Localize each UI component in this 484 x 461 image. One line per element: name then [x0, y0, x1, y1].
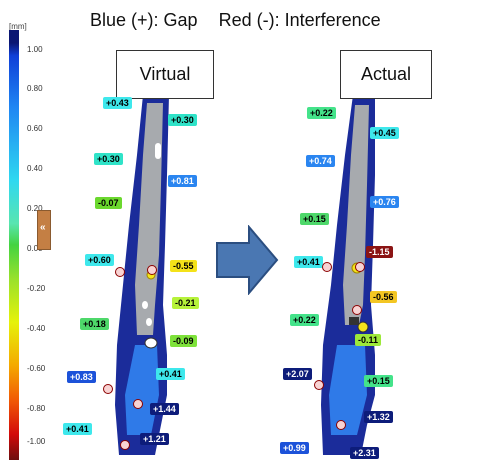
scale-tick: -0.40: [27, 324, 46, 333]
measurement-point-marker: [115, 267, 125, 277]
deviation-label: +0.76: [370, 196, 399, 208]
right-arrow-icon: [216, 225, 279, 295]
deviation-label: +0.41: [294, 256, 323, 268]
virtual-panel: Virtual: [116, 50, 214, 99]
deviation-label: -0.07: [95, 197, 122, 209]
deviation-label: -0.21: [172, 297, 199, 309]
deviation-label: +0.18: [80, 318, 109, 330]
measurement-point-marker: [103, 384, 113, 394]
collapse-chevron-icon: «: [40, 222, 46, 233]
deviation-label: +0.60: [85, 254, 114, 266]
gap-legend-text: Blue (+): Gap: [90, 10, 198, 30]
measurement-point-marker: [133, 399, 143, 409]
deviation-label: +0.99: [280, 442, 309, 454]
deviation-label: +0.43: [103, 97, 132, 109]
measurement-point-marker: [147, 265, 157, 275]
color-scale-bar: [9, 30, 19, 460]
measurement-point-marker: [120, 440, 130, 450]
deviation-label: -0.56: [370, 291, 397, 303]
deviation-label: +2.31: [350, 447, 379, 459]
scale-tick: 0.00: [27, 244, 43, 253]
deviation-label: +0.45: [370, 127, 399, 139]
measurement-point-marker: [352, 305, 362, 315]
deviation-label: +2.07: [283, 368, 312, 380]
deviation-label: -0.55: [170, 260, 197, 272]
deviation-label: +1.32: [364, 411, 393, 423]
scale-tick: 0.20: [27, 204, 43, 213]
virtual-label: Virtual: [139, 64, 191, 84]
measurement-point-marker: [355, 262, 365, 272]
deviation-label: +0.83: [67, 371, 96, 383]
actual-label: Actual: [360, 64, 412, 84]
deviation-label: +0.30: [168, 114, 197, 126]
measurement-point-marker: [314, 380, 324, 390]
deviation-label: +1.44: [150, 403, 179, 415]
scale-tick: -1.00: [27, 437, 46, 446]
deviation-label: -0.11: [355, 334, 382, 346]
measurement-point-marker: [322, 262, 332, 272]
scale-tick: 0.40: [27, 164, 43, 173]
scale-tick: 0.60: [27, 124, 43, 133]
deviation-label: +0.30: [94, 153, 123, 165]
virtual-model-view: [115, 95, 169, 455]
deviation-label: +0.22: [307, 107, 336, 119]
deviation-label: +0.74: [306, 155, 335, 167]
deviation-label: +0.41: [156, 368, 185, 380]
interference-legend-text: Red (-): Interference: [218, 10, 381, 30]
deviation-label: -1.15: [366, 246, 393, 258]
actual-model-view: [321, 95, 375, 455]
deviation-label: -0.09: [170, 335, 197, 347]
scale-tick: -0.60: [27, 364, 46, 373]
deviation-label: +0.41: [63, 423, 92, 435]
scale-tick: 0.80: [27, 84, 43, 93]
scale-collapse-tab[interactable]: [37, 210, 51, 250]
deviation-label: +0.15: [300, 213, 329, 225]
scale-unit-label: [mm]: [9, 22, 27, 31]
deviation-label: +0.81: [168, 175, 197, 187]
deviation-label: +0.22: [290, 314, 319, 326]
actual-panel: Actual: [340, 50, 432, 99]
deviation-label: +0.15: [364, 375, 393, 387]
scale-tick: -0.20: [27, 284, 46, 293]
scale-tick: 1.00: [27, 45, 43, 54]
figure-title: Blue (+): Gap Red (-): Interference: [90, 10, 397, 31]
deviation-label: +1.21: [140, 433, 169, 445]
measurement-point-marker: [336, 420, 346, 430]
scale-tick: -0.80: [27, 404, 46, 413]
